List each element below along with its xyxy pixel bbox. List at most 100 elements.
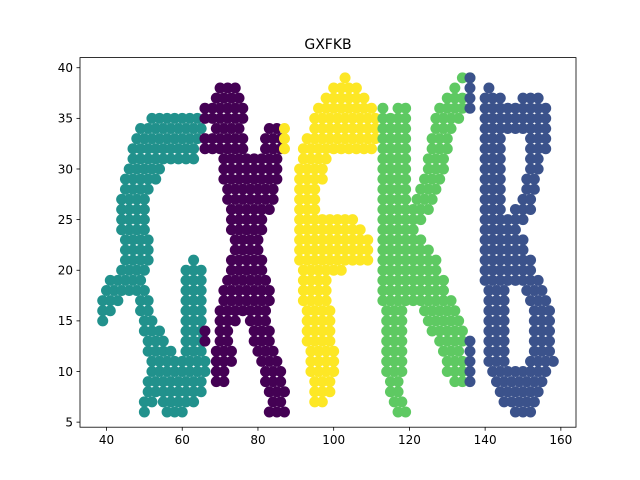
data-point xyxy=(316,163,328,175)
data-point xyxy=(305,264,317,276)
data-point xyxy=(434,325,446,337)
data-point xyxy=(142,173,154,185)
data-point xyxy=(483,335,495,347)
data-point xyxy=(324,335,336,347)
data-point xyxy=(241,214,253,226)
data-point xyxy=(384,214,396,226)
data-point xyxy=(509,234,521,246)
data-point xyxy=(301,133,313,145)
data-point xyxy=(445,112,457,124)
data-point xyxy=(392,102,404,114)
data-point xyxy=(384,295,396,307)
data-point xyxy=(127,173,139,185)
data-point xyxy=(237,183,249,195)
data-point xyxy=(225,173,237,185)
data-point xyxy=(502,254,514,266)
data-point xyxy=(407,285,419,296)
data-point xyxy=(509,122,521,134)
data-point xyxy=(214,143,226,155)
data-point xyxy=(400,173,412,185)
data-point xyxy=(449,335,461,347)
data-point xyxy=(127,234,139,246)
data-point xyxy=(377,153,389,165)
data-point xyxy=(494,274,506,286)
data-point xyxy=(426,193,438,205)
data-point xyxy=(358,92,370,104)
data-point xyxy=(441,143,453,155)
data-point xyxy=(116,264,128,276)
data-point xyxy=(301,193,313,205)
data-point xyxy=(494,214,506,226)
data-point xyxy=(218,295,230,307)
data-point xyxy=(483,305,495,317)
data-point xyxy=(195,386,207,398)
data-point xyxy=(502,214,514,226)
data-point xyxy=(392,112,404,124)
y-tick-label: 35 xyxy=(58,112,73,126)
data-point xyxy=(309,254,321,266)
data-point xyxy=(464,345,476,357)
data-point xyxy=(479,254,491,266)
data-point xyxy=(256,163,268,175)
data-point xyxy=(525,163,537,175)
data-point xyxy=(161,112,173,124)
data-point xyxy=(517,122,529,134)
data-point xyxy=(199,143,211,155)
data-point xyxy=(150,386,162,398)
data-point xyxy=(528,173,540,185)
data-point xyxy=(354,112,366,124)
plot-frame xyxy=(79,57,577,428)
data-point xyxy=(490,305,502,317)
data-point xyxy=(366,143,378,155)
data-point xyxy=(309,386,321,398)
data-point xyxy=(135,295,147,307)
data-point xyxy=(328,102,340,114)
data-point xyxy=(453,112,465,124)
data-point xyxy=(456,366,468,378)
data-point xyxy=(498,376,510,388)
data-point xyxy=(244,183,256,195)
data-point xyxy=(131,214,143,226)
data-point xyxy=(157,153,169,165)
data-point xyxy=(214,82,226,94)
data-point xyxy=(544,345,555,357)
data-point xyxy=(400,163,412,175)
data-point xyxy=(400,214,412,226)
data-point xyxy=(441,133,453,145)
data-point xyxy=(479,224,491,236)
data-point xyxy=(180,396,192,408)
data-point xyxy=(479,163,491,175)
data-point xyxy=(506,376,518,388)
data-point xyxy=(157,122,169,134)
data-point xyxy=(502,234,514,246)
data-point xyxy=(138,325,150,337)
data-point xyxy=(146,366,158,378)
data-point xyxy=(400,264,412,276)
data-point xyxy=(415,274,427,286)
data-point xyxy=(521,285,533,296)
data-point xyxy=(509,244,521,256)
data-point xyxy=(256,173,268,185)
data-point xyxy=(430,254,442,266)
data-point xyxy=(165,396,177,408)
data-point xyxy=(218,153,230,165)
data-point xyxy=(225,254,237,266)
data-point xyxy=(169,112,181,124)
data-point xyxy=(392,274,404,286)
data-point xyxy=(313,355,325,367)
data-point xyxy=(487,244,499,256)
data-point xyxy=(301,234,313,246)
data-point xyxy=(131,163,143,175)
data-point xyxy=(172,396,184,408)
data-point xyxy=(214,102,226,114)
data-point xyxy=(278,406,290,418)
data-point xyxy=(180,153,192,165)
data-point xyxy=(127,274,139,286)
data-point xyxy=(419,193,431,205)
data-point xyxy=(244,315,256,327)
data-point xyxy=(241,295,253,307)
data-point xyxy=(377,122,389,134)
data-point xyxy=(294,214,306,226)
data-point xyxy=(400,122,412,134)
data-point xyxy=(487,153,499,165)
